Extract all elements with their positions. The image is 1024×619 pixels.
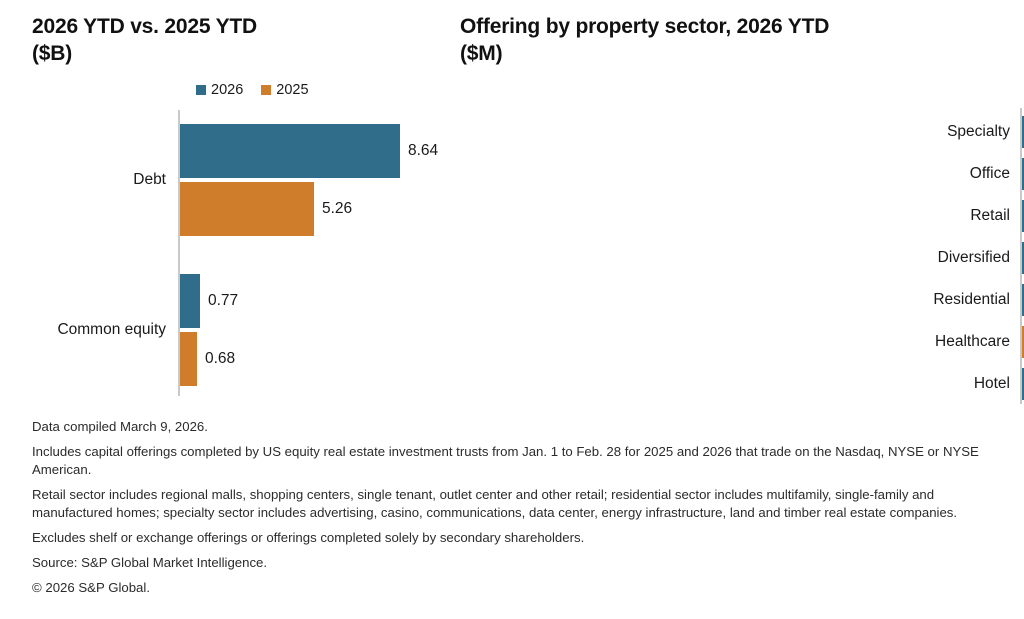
value-axis-line xyxy=(178,110,180,396)
footnote-includes: Includes capital offerings completed by … xyxy=(32,443,979,477)
footnote-sector-definitions: Retail sector includes regional malls, s… xyxy=(32,486,958,520)
legend-label: 2025 xyxy=(276,82,309,98)
bar-value-debt-2026: 8.64 xyxy=(408,142,439,159)
footnote-source: Source: S&P Global Market Intelligence. xyxy=(32,554,268,570)
bar-value-common-equity-2025: 0.68 xyxy=(205,350,236,367)
category-label-debt: Debt xyxy=(133,171,166,188)
bar-residential[interactable] xyxy=(1022,284,1024,316)
legend-item-2026[interactable]: 2026 xyxy=(196,82,243,98)
bar-common-equity-2026[interactable] xyxy=(180,274,200,328)
category-label-residential: Residential xyxy=(933,291,1010,308)
bar-diversified[interactable] xyxy=(1022,242,1024,274)
category-label-diversified: Diversified xyxy=(937,249,1010,266)
left-chart-panel: 2026 YTD vs. 2025 YTD ($B) 2026 2025 8.6… xyxy=(0,0,450,412)
footnotes: Data compiled March 9, 2026. Includes ca… xyxy=(32,418,992,597)
legend-item-2025[interactable]: 2025 xyxy=(261,82,309,98)
legend-label: 2026 xyxy=(211,82,244,98)
category-label-common-equity: Common equity xyxy=(57,321,166,338)
bar-hotel[interactable] xyxy=(1022,368,1024,400)
category-label-hotel: Hotel xyxy=(973,375,1010,392)
category-label-office: Office xyxy=(969,165,1010,182)
bar-value-debt-2025: 5.26 xyxy=(322,200,353,217)
footnote-data-compiled: Data compiled March 9, 2026. xyxy=(32,419,208,434)
legend-swatch-icon xyxy=(196,85,206,95)
bar-specialty[interactable] xyxy=(1022,116,1024,148)
bar-debt-2025[interactable] xyxy=(180,182,314,236)
bar-healthcare[interactable] xyxy=(1022,326,1024,358)
charts-container: 2026 YTD vs. 2025 YTD ($B) 2026 2025 8.6… xyxy=(0,0,1024,412)
category-label-healthcare: Healthcare xyxy=(935,333,1010,350)
left-chart-legend: 2026 2025 xyxy=(196,82,309,98)
category-label-specialty: Specialty xyxy=(947,123,1010,140)
bar-retail[interactable] xyxy=(1022,200,1024,232)
bar-office[interactable] xyxy=(1022,158,1024,190)
bar-debt-2026[interactable] xyxy=(180,124,400,178)
category-label-retail: Retail xyxy=(970,207,1010,224)
right-chart-panel: Offering by property sector, 2026 YTD ($… xyxy=(450,0,1024,412)
footnote-excludes: Excludes shelf or exchange offerings or … xyxy=(32,529,585,545)
bar-common-equity-2025[interactable] xyxy=(180,332,197,386)
value-axis-line xyxy=(1020,108,1022,404)
left-chart-title: 2026 YTD vs. 2025 YTD ($B) xyxy=(32,15,258,65)
legend-swatch-icon xyxy=(261,85,272,95)
right-plot-area: 2,600 Specialty 1,750 Office 1,600 Retai… xyxy=(933,108,1024,404)
footnote-copyright: © 2026 S&P Global. xyxy=(32,579,150,595)
left-plot-area: 8.64 5.26 Debt 0.77 0.68 Common equity xyxy=(57,110,440,396)
bar-value-common-equity-2026: 0.77 xyxy=(208,292,239,309)
right-chart-title: Offering by property sector, 2026 YTD ($… xyxy=(460,15,830,65)
